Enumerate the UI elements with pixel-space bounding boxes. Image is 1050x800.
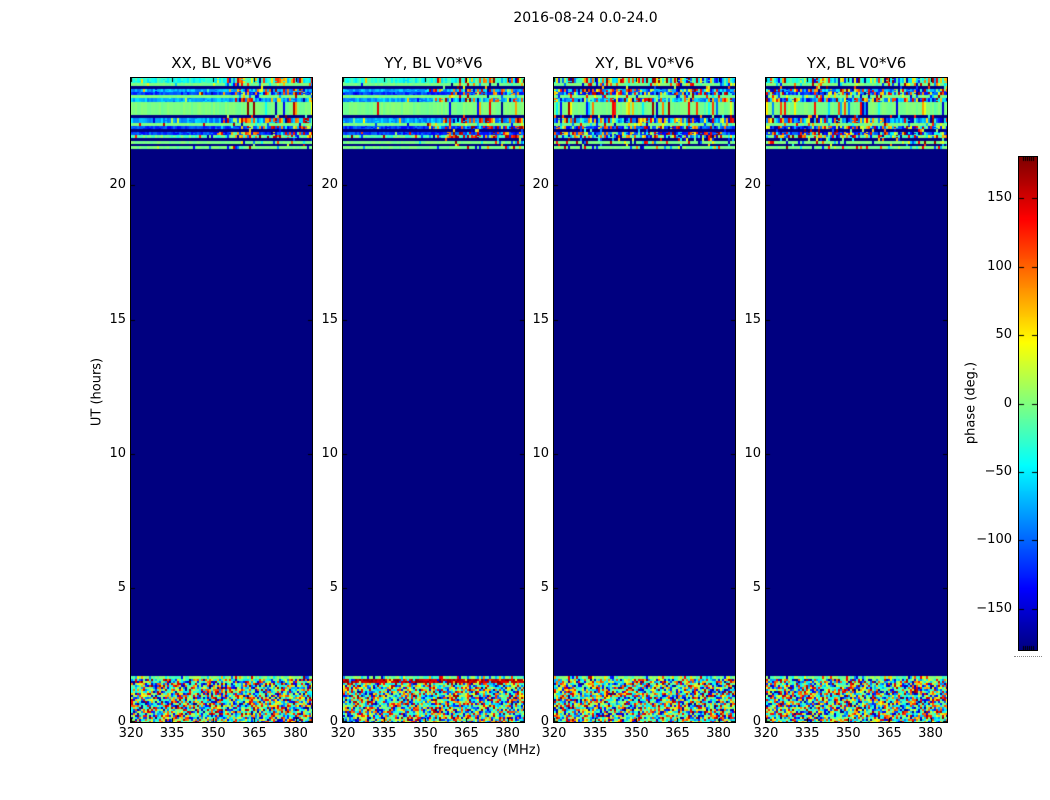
y-tick-label: 10	[109, 445, 126, 461]
x-tick-label: 335	[159, 726, 185, 741]
x-tick-label: 365	[664, 726, 690, 741]
y-tick-label: 15	[321, 311, 338, 327]
y-tick-label: 20	[744, 177, 761, 193]
panel-title-xy: XY, BL V0*V6	[594, 54, 695, 72]
heatmap-panel-xy	[553, 77, 736, 723]
y-tick-label: 10	[321, 445, 338, 461]
x-tick-label: 380	[918, 726, 943, 741]
y-tick-label: 20	[109, 177, 126, 193]
y-tick-label: 20	[532, 177, 549, 193]
heatmap-canvas-yx	[766, 78, 947, 722]
x-tick-label: 380	[495, 726, 520, 741]
y-tick-label: 0	[329, 714, 338, 729]
x-tick-label: 320	[753, 726, 779, 741]
colorbar	[1018, 156, 1038, 651]
x-tick-label: 335	[582, 726, 608, 741]
panel-title-xx: XX, BL V0*V6	[171, 54, 272, 72]
colorbar-dotted-line	[1014, 656, 1042, 657]
heatmap-canvas-yy	[343, 78, 524, 722]
y-tick-label: 5	[540, 579, 549, 595]
x-axis-label: frequency (MHz)	[433, 743, 541, 758]
colorbar-canvas	[1019, 157, 1037, 650]
x-tick-label: 365	[453, 726, 479, 741]
y-tick-label: 5	[752, 579, 761, 595]
x-tick-label: 320	[541, 726, 567, 741]
y-tick-label: 0	[540, 714, 549, 729]
y-tick-label: 0	[752, 714, 761, 729]
colorbar-tick-label: 50	[995, 327, 1012, 343]
x-tick-label: 320	[118, 726, 144, 741]
x-tick-label: 365	[241, 726, 267, 741]
heatmap-canvas-xy	[554, 78, 735, 722]
heatmap-panel-xx	[130, 77, 313, 723]
colorbar-tick-label: −50	[984, 463, 1012, 479]
y-tick-label: 20	[321, 177, 338, 193]
y-tick-label: 15	[109, 311, 126, 327]
colorbar-tick-label: 100	[987, 258, 1012, 274]
x-tick-label: 335	[794, 726, 820, 741]
y-tick-label: 5	[117, 579, 126, 595]
colorbar-tick-label: −100	[976, 532, 1012, 548]
x-tick-label: 350	[835, 726, 861, 741]
x-tick-label: 380	[706, 726, 731, 741]
x-tick-label: 380	[283, 726, 308, 741]
heatmap-canvas-xx	[131, 78, 312, 722]
heatmap-panel-yx	[765, 77, 948, 723]
x-tick-label: 335	[371, 726, 397, 741]
y-tick-label: 10	[744, 445, 761, 461]
y-tick-label: 10	[532, 445, 549, 461]
y-tick-label: 15	[532, 311, 549, 327]
panel-title-yx: YX, BL V0*V6	[806, 54, 907, 72]
colorbar-tick-label: 150	[987, 190, 1012, 206]
x-tick-label: 350	[412, 726, 438, 741]
figure-title: 2016-08-24 0.0-24.0	[513, 10, 658, 26]
x-tick-label: 350	[200, 726, 226, 741]
y-axis-label: UT (hours)	[89, 357, 105, 427]
x-tick-label: 350	[623, 726, 649, 741]
colorbar-tick-label: 0	[1003, 395, 1012, 411]
colorbar-tick-label: −150	[976, 600, 1012, 616]
x-tick-label: 365	[876, 726, 902, 741]
panel-title-yy: YY, BL V0*V6	[384, 54, 483, 72]
heatmap-panel-yy	[342, 77, 525, 723]
y-tick-label: 15	[744, 311, 761, 327]
y-tick-label: 5	[329, 579, 338, 595]
y-tick-label: 0	[117, 714, 126, 729]
x-tick-label: 320	[330, 726, 356, 741]
